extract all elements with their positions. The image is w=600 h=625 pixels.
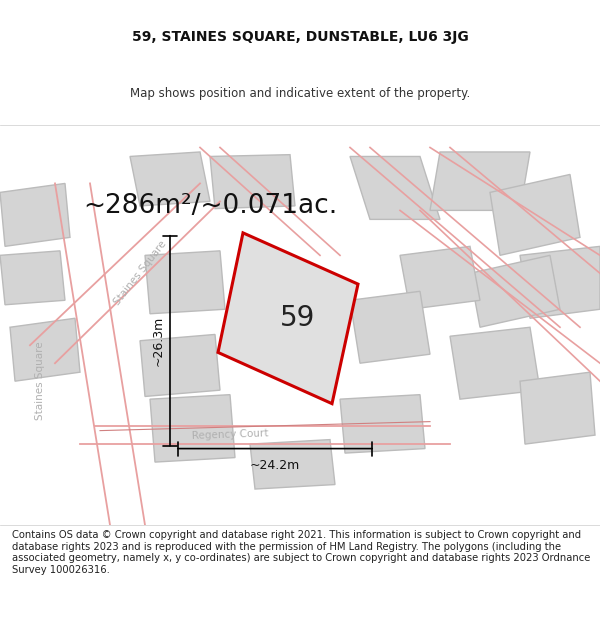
Polygon shape [10,318,80,381]
Polygon shape [0,251,65,305]
Polygon shape [430,152,530,211]
Text: ~286m²/~0.071ac.: ~286m²/~0.071ac. [83,193,337,219]
Text: Contains OS data © Crown copyright and database right 2021. This information is : Contains OS data © Crown copyright and d… [12,530,590,575]
Polygon shape [210,154,295,209]
Text: ~26.3m: ~26.3m [152,316,165,366]
Text: 59: 59 [280,304,316,332]
Text: Staines Square: Staines Square [112,239,168,308]
Polygon shape [520,246,600,318]
Polygon shape [130,152,210,206]
Text: Map shows position and indicative extent of the property.: Map shows position and indicative extent… [130,88,470,100]
Polygon shape [140,334,220,396]
Polygon shape [470,256,560,328]
Text: Staines Square: Staines Square [35,342,45,421]
Polygon shape [218,233,358,404]
Polygon shape [350,156,440,219]
Polygon shape [520,372,595,444]
Polygon shape [490,174,580,256]
Polygon shape [340,394,425,453]
Text: 59, STAINES SQUARE, DUNSTABLE, LU6 3JG: 59, STAINES SQUARE, DUNSTABLE, LU6 3JG [131,31,469,44]
Polygon shape [150,394,235,462]
Text: Regency Court: Regency Court [191,429,268,441]
Polygon shape [450,328,540,399]
Polygon shape [250,439,335,489]
Polygon shape [400,246,480,309]
Polygon shape [145,251,225,314]
Polygon shape [350,291,430,363]
Polygon shape [0,183,70,246]
Text: ~24.2m: ~24.2m [250,459,300,472]
